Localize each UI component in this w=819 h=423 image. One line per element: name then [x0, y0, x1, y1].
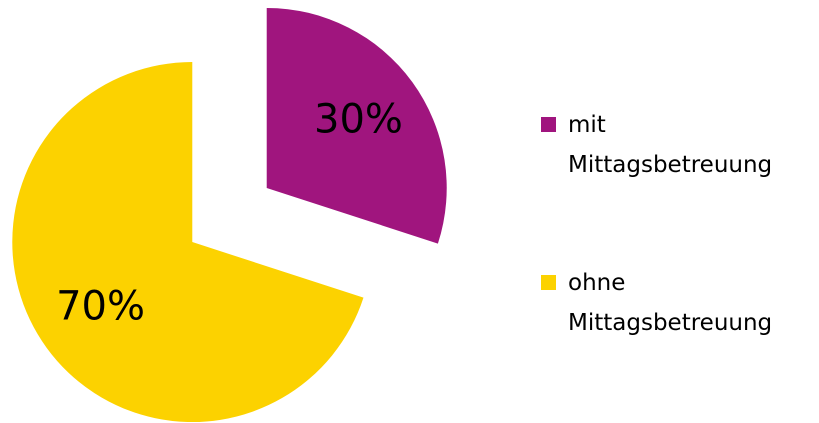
data-label: 70% [56, 284, 145, 330]
legend-swatch [541, 117, 556, 132]
legend-label: mit Mittagsbetreuung [568, 112, 772, 178]
pie-slice [12, 62, 364, 423]
legend-swatch [541, 275, 556, 290]
data-label: 30% [314, 96, 403, 142]
pie-slice [266, 7, 447, 244]
legend-label: ohne Mittagsbetreuung [568, 270, 772, 336]
